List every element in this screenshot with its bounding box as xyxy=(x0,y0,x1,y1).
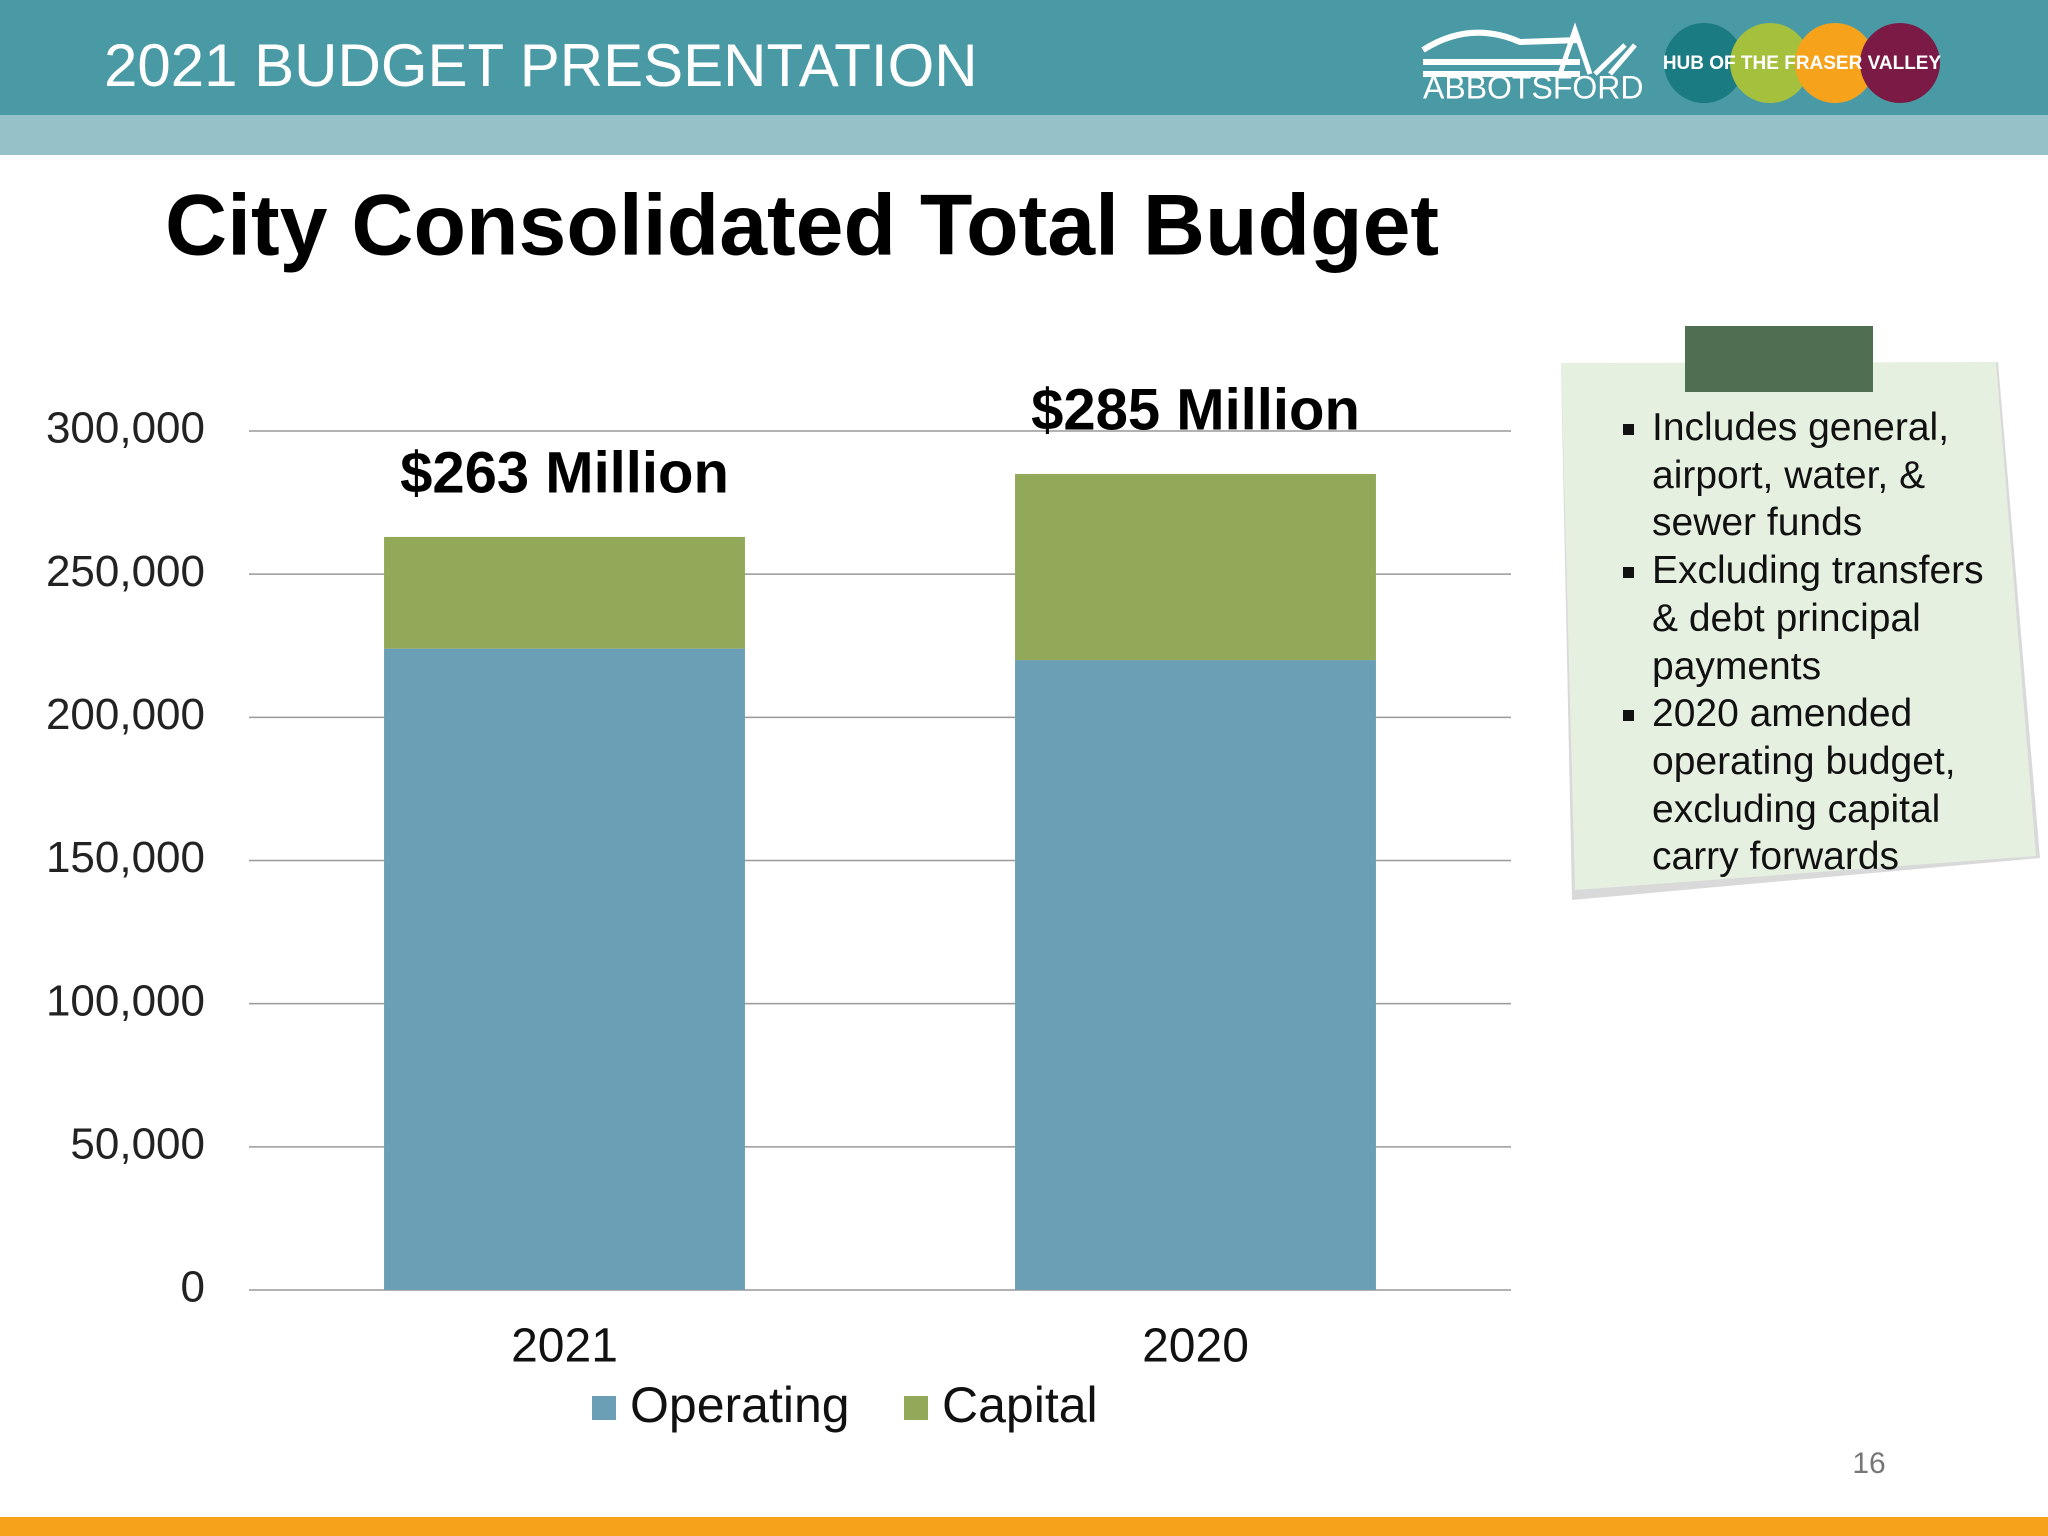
logo-circle xyxy=(1730,23,1810,103)
logo-circle xyxy=(1860,23,1940,103)
header-sub-band xyxy=(0,115,2048,155)
bar-segment xyxy=(384,536,745,649)
total-annotation: $285 Million xyxy=(1031,377,1360,442)
sticky-note xyxy=(1561,362,2036,890)
y-tick-label: 250,000 xyxy=(46,547,205,596)
note-item: Includes general, airport, water, & sewe… xyxy=(1652,404,2002,547)
legend-label: Operating xyxy=(630,1377,850,1433)
y-tick-label: 150,000 xyxy=(46,833,205,882)
legend-swatch xyxy=(592,1396,616,1420)
notes: Includes general, airport, water, & sewe… xyxy=(1592,404,2002,881)
y-tick-label: 200,000 xyxy=(46,690,205,739)
header-title: 2021 BUDGET PRESENTATION xyxy=(104,32,978,99)
total-annotation: $263 Million xyxy=(400,440,729,505)
legend-label: Capital xyxy=(942,1377,1098,1433)
logo-circle xyxy=(1795,23,1875,103)
logo-tagline: HUB OF THE FRASER VALLEY xyxy=(1663,53,1942,74)
logo-mark xyxy=(1421,29,1581,77)
page-number: 16 xyxy=(1852,1447,1885,1480)
logo-trees xyxy=(1557,22,1637,76)
chart-title: City Consolidated Total Budget xyxy=(165,178,1439,274)
bar-segment xyxy=(1015,473,1376,661)
note-tape xyxy=(1685,326,1873,392)
legend-swatch xyxy=(904,1396,928,1420)
y-tick-label: 0 xyxy=(181,1263,205,1312)
x-tick-label: 2021 xyxy=(511,1320,618,1373)
logo-circle xyxy=(1664,23,1744,103)
note-item: Excluding transfers & debt principal pay… xyxy=(1652,547,2002,690)
bar-segment xyxy=(384,648,745,1290)
x-tick-label: 2020 xyxy=(1142,1320,1249,1373)
y-tick-label: 50,000 xyxy=(70,1119,205,1168)
logo: ABBOTSFORD HUB OF THE FRASER VALLEY xyxy=(1421,22,1942,105)
logo-text: ABBOTSFORD xyxy=(1423,69,1643,105)
bar-segment xyxy=(1015,660,1376,1290)
footer-band xyxy=(0,1517,2048,1536)
y-tick-label: 300,000 xyxy=(46,404,205,453)
note-item: 2020 amended operating budget, excluding… xyxy=(1652,690,2002,881)
y-tick-label: 100,000 xyxy=(46,976,205,1025)
